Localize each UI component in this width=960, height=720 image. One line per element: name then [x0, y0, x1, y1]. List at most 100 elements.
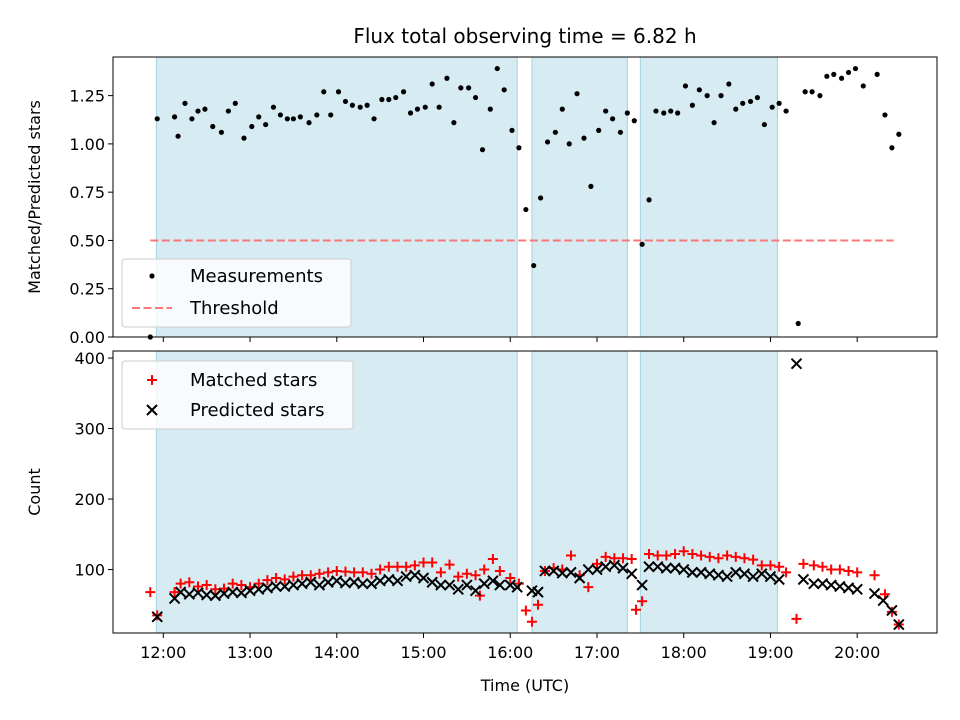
measurement-point [189, 116, 195, 122]
predicted-star-point [279, 580, 291, 593]
y-tick-label: 0.25 [69, 280, 105, 299]
predicted-star-point [886, 604, 898, 617]
measurement-point [225, 108, 231, 114]
measurement-point [414, 106, 421, 112]
measurement-point [682, 83, 689, 89]
measurement-point [603, 108, 609, 114]
x-tick-label: 16:00 [487, 643, 533, 662]
x-tick-label: 19:00 [747, 643, 793, 662]
measurement-point [696, 87, 702, 93]
predicted-star-point [893, 618, 905, 631]
measurement-point [393, 94, 399, 101]
measurement-point [581, 135, 587, 141]
predicted-star-point [651, 561, 664, 573]
predicted-star-point [669, 562, 681, 574]
measurement-point [335, 89, 342, 95]
measurement-point [195, 108, 201, 114]
y-tick-label: 0.75 [69, 183, 105, 202]
measurement-point [668, 108, 674, 114]
predicted-star-point [174, 586, 187, 598]
matched-star-point [349, 567, 360, 578]
matched-star-point [444, 559, 455, 570]
legend-measurement-marker [149, 273, 155, 279]
predicted-star-point [790, 357, 803, 370]
predicted-star-point [547, 565, 560, 577]
matched-star-point [470, 570, 481, 581]
measurement-point [306, 120, 312, 126]
axes-frame [112, 56, 938, 338]
predicted-star-point [625, 568, 638, 580]
matched-star-point [591, 558, 602, 569]
measurement-point [776, 100, 782, 106]
measurement-point [754, 94, 761, 101]
predicted-star-point [494, 579, 506, 591]
matched-star-point [826, 564, 837, 575]
y-tick-label: 300 [74, 420, 105, 439]
predicted-star-point [426, 576, 438, 588]
predicted-star-point [478, 577, 490, 590]
matched-star-point [626, 553, 637, 564]
measurement-point [802, 89, 808, 95]
legend-label: Measurements [190, 266, 323, 287]
predicted-star-point [643, 561, 655, 573]
matched-star-point [869, 570, 880, 581]
matched-star-point [834, 564, 845, 575]
predicted-star-point [704, 568, 716, 580]
matched-star-point [297, 570, 308, 581]
measurement-point [342, 98, 349, 105]
measurement-point [838, 75, 845, 81]
measurement-point [202, 106, 208, 112]
predicted-star-point [504, 579, 516, 591]
predicted-star-point [296, 577, 308, 590]
matched-star-point [704, 551, 715, 562]
predicted-star-point [842, 582, 855, 594]
y-tick-label: 400 [74, 349, 105, 368]
measurement-point [574, 91, 580, 97]
measurement-point [328, 112, 334, 118]
shaded-interval [639, 56, 778, 338]
measurement-point [661, 110, 667, 116]
measurement-point [284, 116, 290, 122]
matched-star-point [427, 557, 438, 568]
predicted-star-point [721, 570, 733, 583]
predicted-star-point [695, 566, 707, 579]
measurement-point [588, 183, 594, 189]
predicted-star-point [511, 581, 523, 593]
matched-star-point [843, 565, 854, 576]
predicted-star-point [573, 572, 586, 584]
measurement-point [747, 98, 754, 105]
predicted-star-point [435, 579, 447, 591]
measurement-point [256, 114, 262, 120]
measurement-point [263, 121, 269, 128]
predicted-star-point [452, 583, 464, 595]
x-tick-label: 13:00 [227, 643, 273, 662]
measurement-point [718, 93, 724, 99]
measurement-point [494, 65, 500, 72]
measurement-point [689, 102, 696, 108]
y-tick-label: 200 [74, 490, 105, 509]
measurement-point [407, 110, 414, 116]
legend-box [121, 258, 352, 328]
measurement-point [761, 121, 767, 128]
predicted-star-point [409, 569, 421, 581]
matched-star-point [494, 565, 505, 576]
matched-star-point [808, 560, 819, 571]
matched-star-point [487, 553, 498, 564]
measurement-point [559, 106, 565, 112]
measurement-point [824, 73, 830, 79]
predicted-star-point [808, 577, 820, 590]
matched-star-point [781, 567, 792, 578]
predicted-star-point [305, 576, 317, 588]
star-count-panel: 100 200 300 400 12:00 13:00 14:00 15:00 16:00 17:… [25, 349, 938, 695]
predicted-star-point [322, 576, 334, 588]
predicted-star-point [357, 577, 369, 590]
matched-star-point [340, 566, 351, 577]
shaded-interval [639, 350, 778, 634]
measurement-point [624, 110, 630, 116]
measurement-point [249, 123, 255, 130]
matched-star-point [756, 560, 767, 571]
y-tick-label: 1.25 [69, 87, 105, 106]
measurement-point [516, 145, 522, 151]
matched-star-point [774, 561, 785, 572]
predicted-star-point [686, 566, 699, 579]
